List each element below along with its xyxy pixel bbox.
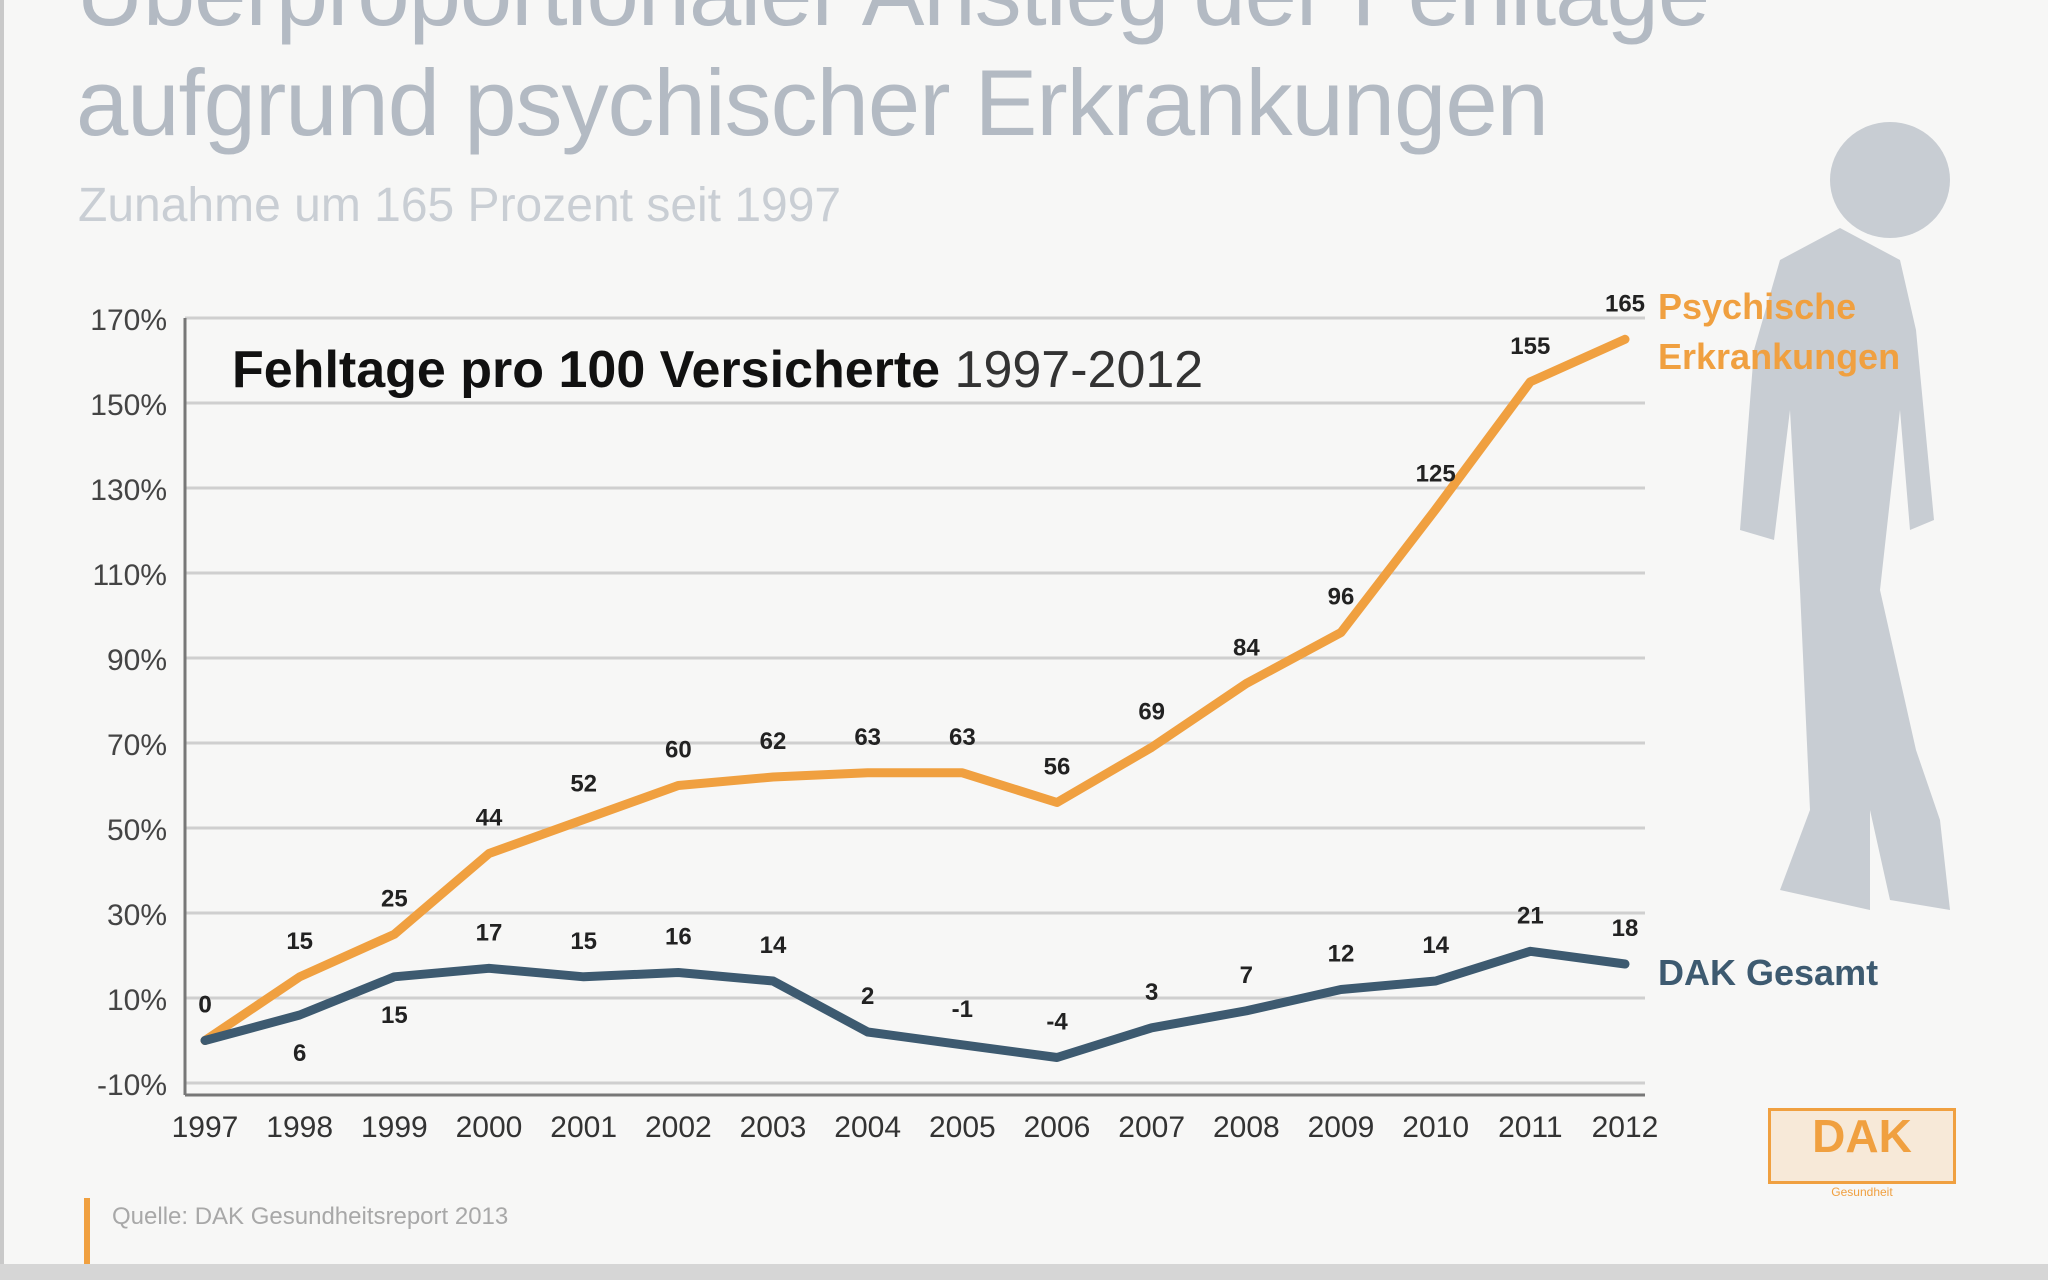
bottom-edge-border	[0, 1264, 2048, 1280]
y-tick-label: 10%	[107, 984, 167, 1017]
chart-grid	[185, 316, 1645, 1085]
x-tick-label: 2006	[1024, 1111, 1091, 1144]
x-tick-labels: 1997 1998 1999 2000 2001 2002 2003 2004 2005 2006…	[172, 1111, 1659, 1144]
data-label: 21	[1517, 902, 1544, 929]
y-tick-label: -10%	[97, 1069, 167, 1102]
data-label: 155	[1510, 333, 1550, 360]
y-tick-label: 90%	[107, 644, 167, 677]
chart-series	[200, 334, 1630, 1062]
subtitle: Zunahme um 165 Prozent seit 1997	[78, 179, 842, 232]
data-label: 16	[665, 924, 692, 951]
x-tick-label: 2002	[645, 1111, 712, 1144]
data-label: 15	[381, 1002, 408, 1029]
data-label: 69	[1138, 698, 1165, 725]
left-edge-border	[0, 0, 4, 1280]
data-label: -4	[1046, 1009, 1068, 1036]
data-label: 2	[861, 983, 874, 1010]
dak-logo-text: DAK	[1812, 1110, 1912, 1162]
data-label: 0	[198, 992, 211, 1019]
y-tick-labels: -10% 10% 30% 50% 70% 90% 110% 130% 150% 170%	[90, 304, 167, 1102]
data-label: 62	[760, 728, 787, 755]
data-label: 18	[1612, 915, 1639, 942]
data-label: 17	[476, 919, 503, 946]
series-line-psychische	[200, 334, 1630, 1045]
person-silhouette-icon	[1740, 122, 1950, 910]
chart-inner-title-main: Fehltage pro 100 Versicherte	[232, 341, 941, 399]
data-label: 15	[570, 928, 597, 955]
title-line-2: aufgrund psychischer Erkrankungen	[76, 50, 1549, 155]
data-label: 84	[1233, 635, 1260, 662]
data-label: 15	[286, 928, 313, 955]
x-tick-label: 1997	[172, 1111, 239, 1144]
chart-axes	[183, 318, 1645, 1097]
data-label: 25	[381, 885, 408, 912]
source-note: Quelle: DAK Gesundheitsreport 2013	[112, 1203, 509, 1230]
data-label: 60	[665, 737, 692, 764]
series-line-dak-gesamt	[200, 946, 1630, 1062]
x-tick-label: 2012	[1592, 1111, 1659, 1144]
y-tick-label: 50%	[107, 814, 167, 847]
source-accent-bar	[84, 1198, 90, 1280]
data-label: 14	[1422, 932, 1449, 959]
x-tick-label: 2010	[1402, 1111, 1469, 1144]
x-tick-label: 2007	[1118, 1111, 1185, 1144]
x-tick-label: 1999	[361, 1111, 428, 1144]
data-label: 14	[760, 932, 787, 959]
x-tick-label: 2003	[740, 1111, 807, 1144]
x-tick-label: 2001	[550, 1111, 617, 1144]
data-label: 6	[293, 1040, 306, 1067]
data-label: 0	[198, 992, 211, 1019]
data-label: 3	[1145, 979, 1158, 1006]
y-tick-label: 130%	[90, 474, 167, 507]
y-tick-label: 110%	[92, 559, 167, 592]
data-label: 7	[1240, 962, 1253, 989]
dak-logo-subtext: Gesundheit	[1831, 1185, 1893, 1199]
x-tick-label: 2008	[1213, 1111, 1280, 1144]
data-label: 63	[949, 724, 976, 751]
data-label: 56	[1044, 754, 1071, 781]
data-label: 44	[476, 805, 503, 832]
data-label: -1	[952, 996, 973, 1023]
data-label: 96	[1328, 584, 1355, 611]
series-label-psychische: Psychische Erkrankungen	[1658, 286, 1901, 377]
data-label: 63	[854, 724, 881, 751]
title-line-1: Überproportionaler Anstieg der Fehltage	[76, 0, 1710, 48]
x-tick-label: 2009	[1308, 1111, 1375, 1144]
x-tick-label: 2005	[929, 1111, 996, 1144]
x-tick-label: 2011	[1498, 1111, 1563, 1144]
data-label: 12	[1328, 941, 1355, 968]
y-tick-label: 170%	[90, 304, 167, 337]
dak-logo: DAK Gesundheit	[1768, 1108, 1956, 1199]
x-tick-label: 2000	[456, 1111, 523, 1144]
y-tick-label: 150%	[90, 389, 167, 422]
data-label: 52	[570, 771, 597, 798]
data-label: 125	[1416, 460, 1456, 487]
y-tick-label: 30%	[107, 899, 167, 932]
x-tick-label: 1998	[266, 1111, 333, 1144]
y-tick-label: 70%	[107, 729, 167, 762]
chart-inner-title: Fehltage pro 100 Versicherte 1997-2012	[232, 340, 1203, 400]
series-label-dak-gesamt: DAK Gesamt	[1658, 952, 1879, 993]
data-label: 165	[1605, 290, 1645, 317]
page-title: Überproportionaler Anstieg der Fehltage …	[76, 0, 1710, 158]
x-tick-label: 2004	[834, 1111, 901, 1144]
chart-inner-title-years: 1997-2012	[954, 341, 1204, 399]
